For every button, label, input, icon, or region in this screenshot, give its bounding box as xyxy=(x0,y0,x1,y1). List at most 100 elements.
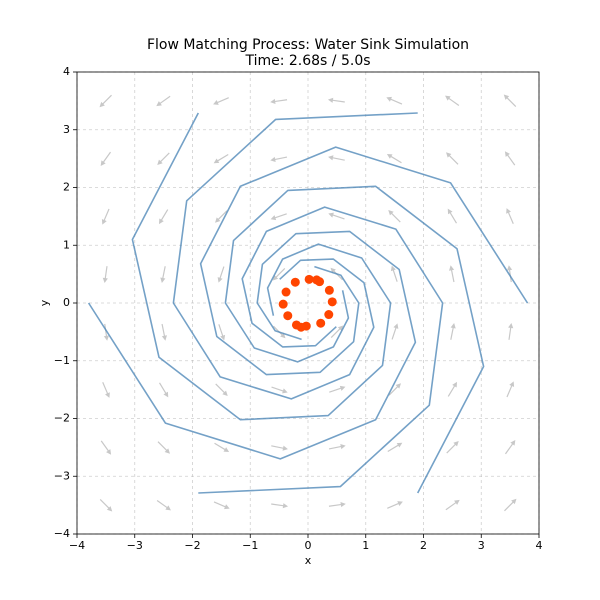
particle xyxy=(304,274,314,284)
flow-arrow xyxy=(99,499,113,512)
y-tick-label: −4 xyxy=(54,527,70,540)
trajectory xyxy=(224,185,485,494)
flow-arrow xyxy=(390,265,398,282)
flow-arrow xyxy=(506,208,514,224)
particle xyxy=(324,285,334,295)
flow-arrow xyxy=(270,98,288,105)
x-tick-label: −3 xyxy=(127,539,143,552)
x-tick-label: −4 xyxy=(69,539,85,552)
flow-arrow xyxy=(161,323,167,341)
flow-arrow xyxy=(387,501,403,509)
x-tick-label: −2 xyxy=(184,539,200,552)
flow-arrow xyxy=(330,325,344,338)
flow-arrow xyxy=(100,440,112,455)
y-axis-label: y xyxy=(38,299,51,306)
trajectory xyxy=(172,112,418,400)
flow-arrow xyxy=(386,153,402,164)
flow-arrow xyxy=(391,323,399,340)
flow-arrow xyxy=(102,266,108,284)
y-tick-label: −1 xyxy=(54,354,70,367)
flow-arrow xyxy=(388,383,401,396)
y-tick-label: −3 xyxy=(54,469,70,482)
particle xyxy=(283,311,293,321)
trajectory xyxy=(131,112,392,421)
trajectory xyxy=(87,230,417,460)
flow-arrow xyxy=(504,498,517,512)
flow-arrow xyxy=(101,208,110,225)
flow-arrow xyxy=(217,266,225,283)
plot-frame xyxy=(76,71,540,535)
particle xyxy=(327,297,337,307)
flow-arrow xyxy=(328,501,346,508)
flow-arrow xyxy=(156,95,171,107)
y-tick-label: 3 xyxy=(63,123,70,136)
x-axis-label: x xyxy=(305,554,312,567)
flow-arrow xyxy=(504,440,516,455)
particle xyxy=(281,287,291,297)
particle xyxy=(324,310,334,320)
flow-arrow xyxy=(445,95,460,107)
y-tick-label: 4 xyxy=(63,65,70,78)
y-tick-label: 2 xyxy=(63,181,70,194)
flow-arrow xyxy=(506,381,515,398)
flow-arrow xyxy=(215,210,228,223)
particle xyxy=(290,277,300,287)
trajectory xyxy=(198,206,444,494)
flow-arrow xyxy=(270,156,288,162)
flow-arrow xyxy=(160,266,166,283)
flow-arrow xyxy=(213,97,229,105)
flow-arrow xyxy=(102,382,110,398)
flow-arrow xyxy=(387,442,403,453)
flow-arrow xyxy=(388,210,401,223)
flow-arrow xyxy=(218,324,226,341)
flow-arrow xyxy=(446,152,459,165)
flow-arrow xyxy=(213,153,229,164)
chart-subtitle: Time: 2.68s / 5.0s xyxy=(244,53,370,69)
particle xyxy=(296,322,306,332)
flow-arrow xyxy=(272,268,286,281)
flow-arrow xyxy=(158,382,169,398)
flow-arrow xyxy=(271,445,288,451)
flow-arrow xyxy=(214,442,230,453)
flow-arrow xyxy=(504,151,516,166)
x-tick-label: 4 xyxy=(536,539,543,552)
trajectory xyxy=(199,146,529,376)
flow-arrow xyxy=(99,94,112,108)
flow-arrow xyxy=(386,96,403,105)
y-tick-label: 1 xyxy=(63,238,70,251)
x-tick-label: 1 xyxy=(362,539,369,552)
particle xyxy=(312,275,322,285)
flow-arrow xyxy=(270,213,287,221)
plot-area xyxy=(87,94,529,512)
flow-arrow xyxy=(100,151,112,166)
flow-arrow xyxy=(213,501,230,510)
flow-arrow xyxy=(271,503,289,509)
y-tick-label: −2 xyxy=(54,412,70,425)
particle xyxy=(316,318,326,328)
flow-arrow xyxy=(445,499,460,511)
flow-arrow xyxy=(508,322,514,340)
x-tick-label: 3 xyxy=(478,539,485,552)
flow-arrow xyxy=(449,265,455,283)
flow-arrow xyxy=(271,386,288,394)
particle xyxy=(278,299,288,309)
flow-arrow xyxy=(447,208,458,224)
flow-arrow xyxy=(327,97,345,103)
flow-arrow xyxy=(328,155,345,161)
flow-arrow xyxy=(446,441,459,454)
flow-arrow xyxy=(328,212,345,220)
flow-arrow xyxy=(156,499,171,511)
flow-arrow xyxy=(503,94,517,107)
y-tick-label: 0 xyxy=(63,296,70,309)
flow-arrow xyxy=(329,385,346,393)
flow-arrow xyxy=(450,323,456,340)
flow-arrow xyxy=(215,383,228,396)
flow-arrow xyxy=(157,152,170,165)
chart-title: Flow Matching Process: Water Sink Simula… xyxy=(147,37,469,53)
x-tick-label: 0 xyxy=(305,539,312,552)
x-tick-label: 2 xyxy=(420,539,427,552)
flow-arrow xyxy=(447,381,458,397)
x-tick-label: −1 xyxy=(242,539,258,552)
flow-arrow xyxy=(158,209,169,225)
